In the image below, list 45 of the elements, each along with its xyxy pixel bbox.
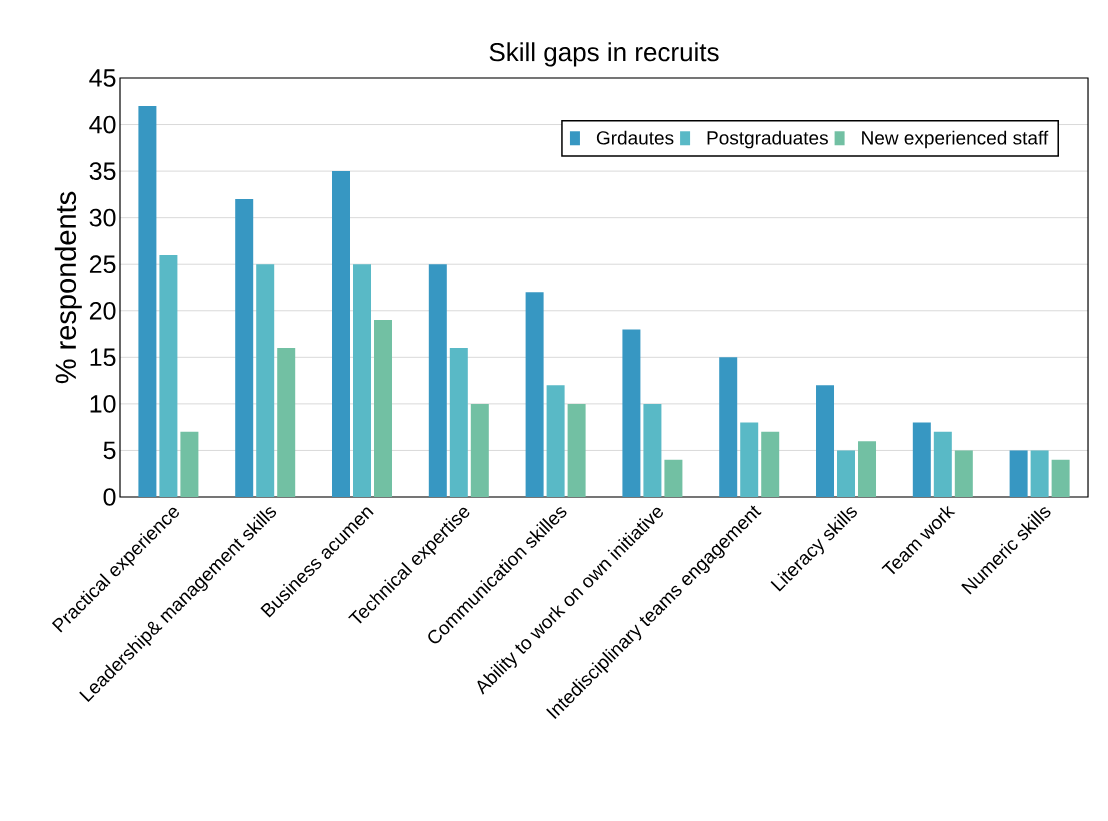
bar [353, 264, 371, 497]
bar [954, 450, 973, 497]
y-tick-label: 0 [103, 488, 116, 506]
y-axis-title: % respondents [54, 191, 82, 384]
bar [912, 422, 931, 497]
bar [277, 348, 296, 497]
bar [837, 450, 856, 497]
legend-label: Postgraduates [707, 130, 828, 149]
bar [622, 329, 641, 497]
bar [643, 403, 662, 497]
bar [740, 422, 759, 497]
bar [428, 264, 447, 497]
y-tick-label: 45 [89, 69, 116, 87]
bar [470, 403, 489, 497]
y-tick-label: 15 [90, 348, 116, 367]
bar [546, 385, 565, 497]
legend-label: New experienced staff [862, 130, 1049, 149]
bar [858, 441, 877, 497]
bar [235, 199, 254, 497]
y-tick-label: 35 [89, 162, 116, 180]
chart-title: Skill gaps in recruits [489, 42, 719, 67]
y-tick-label: 25 [89, 255, 116, 274]
legend-label: Grdautes [596, 130, 674, 145]
bar [180, 431, 199, 497]
y-tick-label: 30 [89, 208, 116, 227]
y-tick-label: 10 [90, 395, 116, 413]
bar [761, 431, 780, 497]
y-tick-label: 20 [89, 301, 116, 320]
bar [374, 320, 392, 497]
bar [567, 403, 586, 497]
bar [1051, 459, 1070, 497]
y-tick-label: 5 [103, 441, 116, 460]
bar [332, 171, 350, 497]
bar [664, 459, 683, 497]
bar [159, 254, 178, 497]
bar [525, 292, 544, 497]
bar [1009, 450, 1028, 497]
bar [138, 105, 157, 497]
bar [816, 385, 835, 497]
y-tick-label: 40 [89, 115, 116, 134]
bar [256, 264, 275, 497]
bar [1030, 450, 1049, 497]
bar [449, 348, 468, 497]
bar [719, 357, 738, 497]
bar [933, 431, 952, 497]
